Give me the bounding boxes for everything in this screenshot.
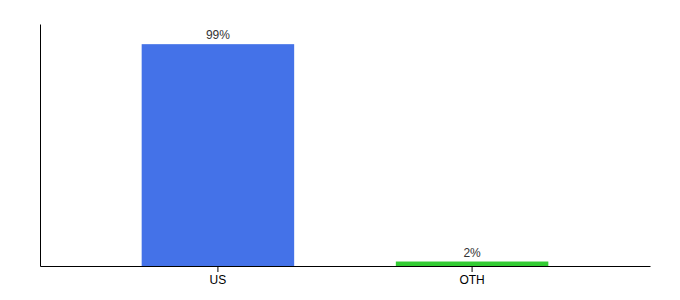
bar bbox=[396, 262, 549, 266]
data-label: 99% bbox=[206, 28, 230, 42]
y-axis bbox=[40, 25, 41, 267]
x-tick: OTH bbox=[459, 266, 484, 287]
x-tick-label: US bbox=[210, 273, 227, 287]
x-axis-line bbox=[41, 266, 651, 267]
x-tick: US bbox=[210, 266, 227, 287]
plot: US OTH 99% 2% bbox=[41, 25, 651, 287]
x-tick-mark bbox=[217, 266, 218, 272]
y-axis-line bbox=[40, 25, 41, 267]
chart: US OTH 99% 2% bbox=[0, 0, 680, 300]
x-axis: US OTH bbox=[41, 266, 651, 287]
data-label: 2% bbox=[463, 246, 481, 260]
x-tick-mark bbox=[472, 266, 473, 272]
x-tick-label: OTH bbox=[459, 273, 484, 287]
bar bbox=[142, 44, 295, 266]
bars bbox=[142, 44, 549, 266]
data-labels: 99% 2% bbox=[206, 28, 481, 259]
